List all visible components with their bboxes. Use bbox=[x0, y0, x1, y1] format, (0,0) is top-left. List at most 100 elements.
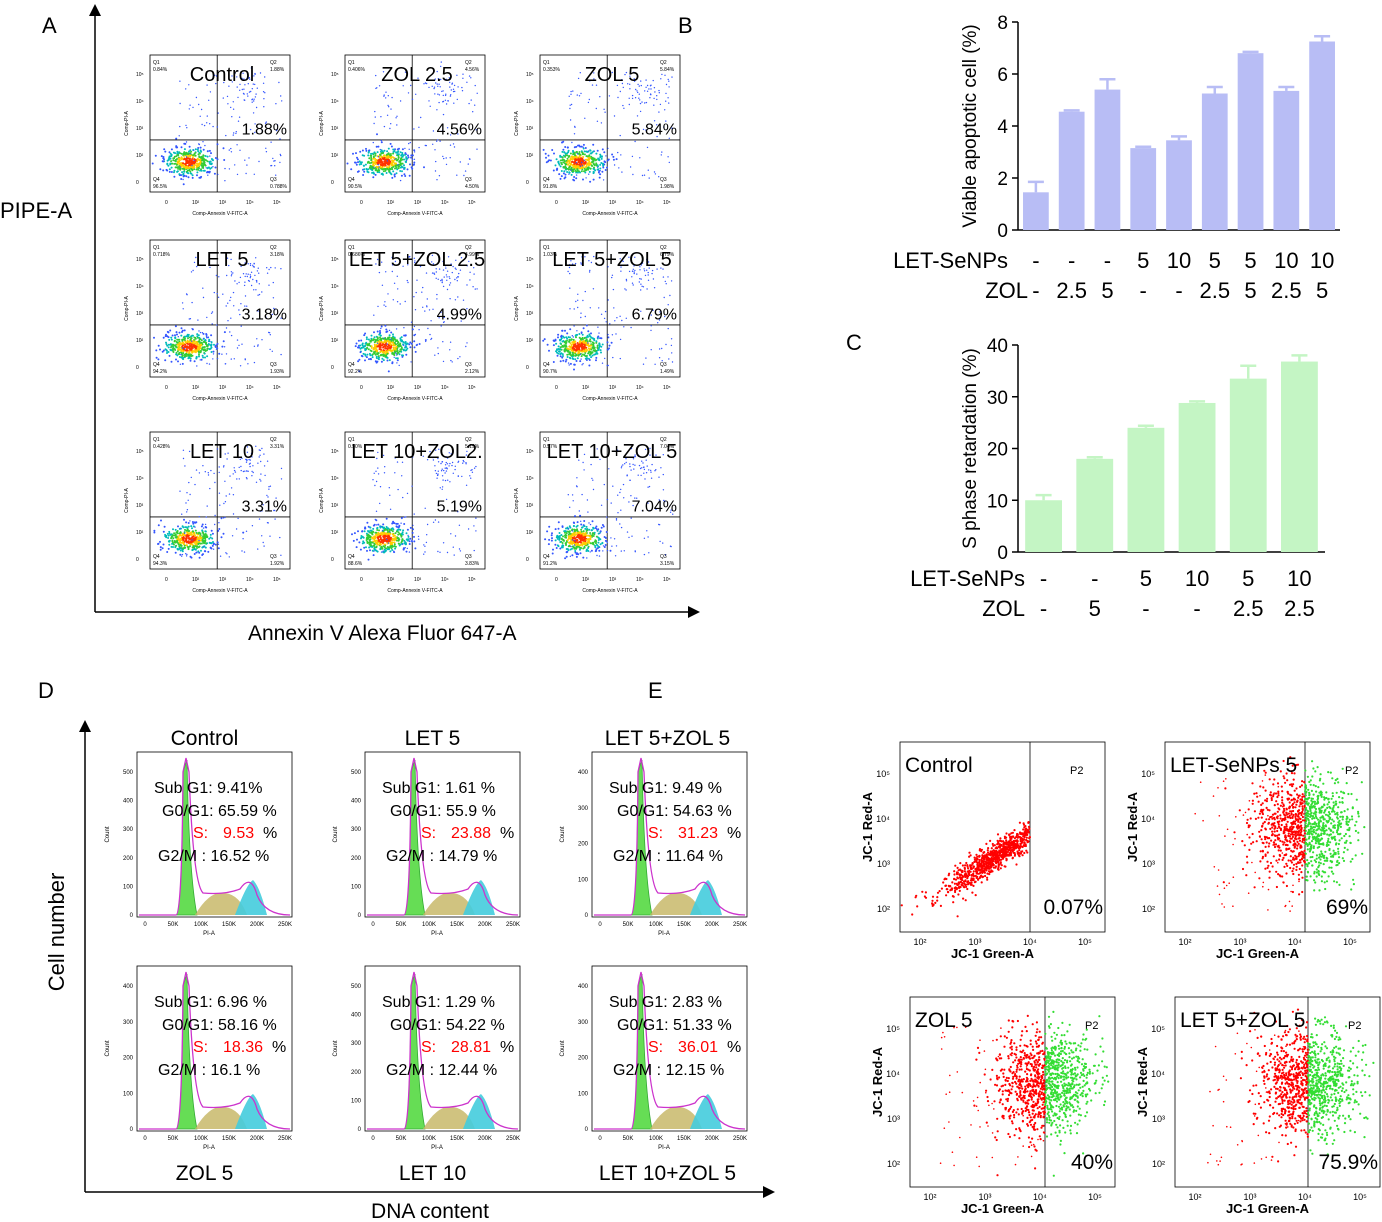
annexin-dot bbox=[205, 159, 208, 162]
quadrant-q4-label: Q4 bbox=[348, 177, 355, 183]
annexin-dot bbox=[587, 159, 590, 162]
annexin-dot bbox=[385, 91, 387, 93]
annexin-dot bbox=[232, 291, 235, 294]
annexin-dot bbox=[201, 354, 204, 357]
annexin-dot bbox=[211, 532, 214, 535]
annexin-dot bbox=[573, 368, 575, 371]
annexin-dot bbox=[170, 155, 173, 158]
annexin-dot bbox=[380, 149, 383, 152]
quadrant-q4-label: Q4 bbox=[348, 554, 355, 560]
annexin-dot bbox=[383, 350, 386, 353]
annexin-dot bbox=[585, 324, 588, 327]
annexin-dot bbox=[611, 334, 614, 336]
annexin-dot bbox=[552, 361, 555, 363]
annexin-dot bbox=[580, 355, 583, 358]
annexin-dot bbox=[240, 303, 242, 305]
annexin-dot bbox=[214, 481, 216, 484]
annexin-dot bbox=[402, 348, 405, 351]
annexin-dot bbox=[256, 281, 258, 283]
annexin-dot bbox=[366, 343, 369, 346]
annexin-dot bbox=[193, 360, 196, 363]
annexin-dot bbox=[375, 165, 378, 168]
annexin-dot bbox=[368, 157, 371, 160]
annexin-dot bbox=[387, 155, 390, 158]
annexin-dot bbox=[619, 315, 621, 317]
annexin-dot bbox=[473, 525, 475, 527]
annexin-dot bbox=[369, 349, 372, 352]
annexin-dot bbox=[223, 81, 225, 84]
annexin-dot bbox=[599, 163, 602, 166]
annexin-dot bbox=[381, 157, 384, 160]
annexin-dot bbox=[159, 168, 162, 171]
annexin-dot bbox=[189, 359, 192, 362]
annexin-dot bbox=[390, 339, 393, 342]
annexin-dot bbox=[385, 156, 388, 159]
annexin-dot bbox=[476, 288, 478, 290]
annexin-dot bbox=[559, 154, 562, 157]
annexin-dot bbox=[185, 124, 187, 127]
annexin-dot bbox=[565, 555, 568, 558]
annexin-dot bbox=[576, 521, 579, 524]
annexin-dot bbox=[384, 167, 387, 170]
annexin-dot bbox=[591, 354, 594, 357]
annexin-dot bbox=[182, 183, 185, 186]
annexin-dot bbox=[254, 72, 256, 75]
annexin-dot bbox=[385, 305, 387, 308]
annexin-dot bbox=[247, 77, 249, 79]
annexin-dot bbox=[179, 80, 181, 82]
annexin-dot bbox=[611, 274, 614, 276]
annexin-dot bbox=[389, 494, 391, 496]
annexin-dot bbox=[388, 539, 391, 542]
annexin-dot bbox=[186, 127, 188, 129]
annexin-small-x-label: Comp-Annexin V-FITC-A bbox=[192, 588, 248, 594]
annexin-dot bbox=[371, 353, 374, 356]
annexin-dot bbox=[388, 334, 391, 337]
annexin-dot bbox=[359, 351, 362, 354]
annexin-dot bbox=[174, 160, 177, 163]
annexin-dot bbox=[615, 158, 618, 161]
annexin-dot bbox=[399, 100, 402, 102]
annexin-dot bbox=[556, 354, 559, 357]
annexin-dot bbox=[387, 535, 390, 538]
annexin-dot bbox=[574, 154, 577, 157]
annexin-dot bbox=[186, 511, 188, 513]
annexin-small-x-label: Comp-Annexin V-FITC-A bbox=[582, 396, 638, 402]
annexin-dot bbox=[459, 161, 461, 163]
annexin-dot bbox=[571, 341, 574, 344]
annexin-dot bbox=[405, 550, 408, 553]
annexin-dot bbox=[223, 502, 225, 505]
annexin-dot bbox=[266, 494, 268, 497]
annexin-dot bbox=[161, 160, 164, 163]
annexin-dot bbox=[174, 536, 177, 539]
annexin-dot bbox=[667, 97, 669, 99]
annexin-dot bbox=[254, 123, 256, 125]
annexin-dot bbox=[438, 175, 441, 177]
annexin-dot bbox=[198, 346, 201, 349]
annexin-dot bbox=[259, 478, 261, 481]
annexin-x-tick: 10⁴ bbox=[246, 577, 254, 583]
annexin-dot bbox=[279, 536, 281, 539]
annexin-dot bbox=[395, 172, 398, 175]
annexin-dot bbox=[428, 309, 431, 311]
annexin-dot bbox=[380, 348, 382, 351]
panel-a-x-label: Annexin V Alexa Fluor 647-A bbox=[248, 622, 517, 645]
annexin-dot bbox=[555, 158, 558, 161]
annexin-dot bbox=[201, 332, 204, 334]
annexin-dot bbox=[248, 157, 250, 159]
annexin-dot bbox=[580, 332, 583, 335]
annexin-dot bbox=[451, 271, 453, 274]
annexin-dot bbox=[607, 147, 609, 150]
annexin-dot bbox=[387, 293, 389, 295]
annexin-dot bbox=[435, 472, 438, 475]
annexin-dot bbox=[202, 356, 205, 359]
annexin-dot bbox=[581, 353, 584, 356]
annexin-dot bbox=[628, 103, 630, 106]
annexin-dot bbox=[188, 164, 190, 166]
annexin-dot bbox=[587, 150, 589, 152]
annexin-dot bbox=[263, 98, 265, 100]
annexin-dot bbox=[269, 535, 271, 537]
annexin-dot bbox=[367, 530, 369, 532]
annexin-dot bbox=[364, 359, 366, 362]
annexin-dot bbox=[452, 472, 454, 474]
